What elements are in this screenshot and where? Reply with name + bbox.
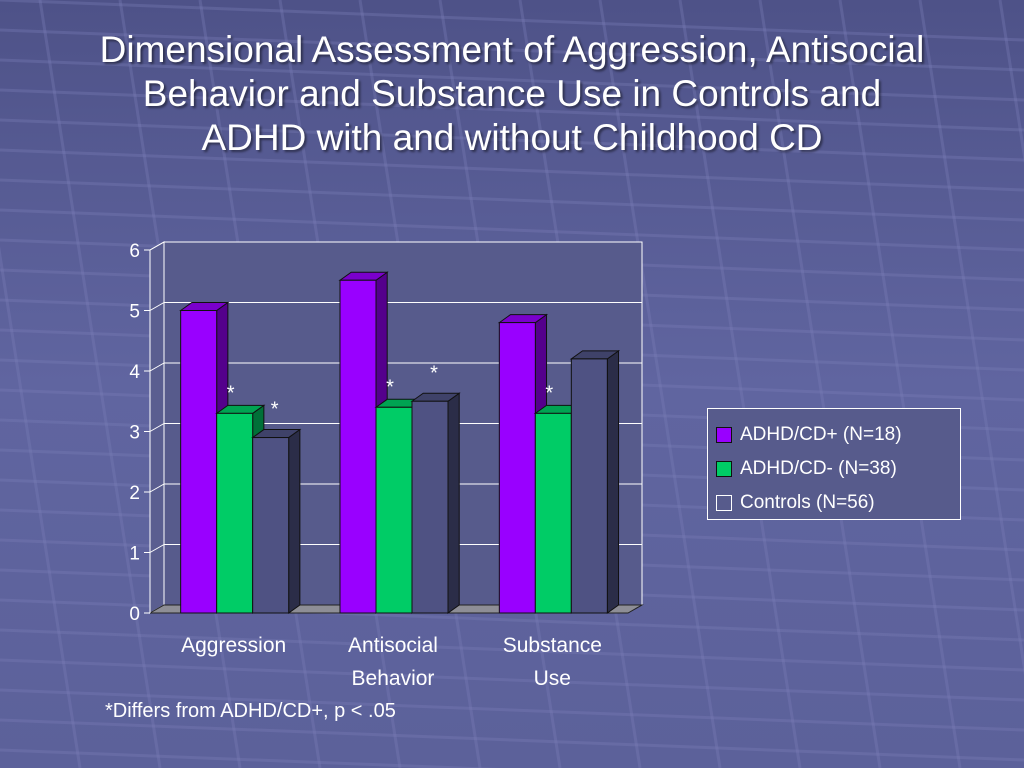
x-category-label: Behavior: [352, 667, 435, 690]
bar: [534, 412, 572, 614]
background-line: [0, 118, 1024, 162]
legend-label: Controls (N=56): [740, 492, 875, 513]
y-tick-label: 0: [129, 604, 140, 625]
background-line: [0, 208, 1024, 252]
legend-item-adhd-cd-minus: ADHD/CD- (N=38): [716, 452, 960, 486]
gridline-side: [149, 362, 165, 372]
background-line: [998, 0, 1024, 164]
y-tick-label: 6: [129, 241, 140, 262]
legend-item-controls: Controls (N=56): [716, 486, 960, 520]
gridline-side: [149, 483, 165, 493]
footnote: *Differs from ADHD/CD+, p < .05: [105, 700, 396, 722]
bar: [339, 279, 377, 614]
bar: [180, 310, 218, 614]
background-line: [0, 58, 1024, 102]
background-line: [38, 0, 162, 768]
y-tick-label: 2: [129, 483, 140, 504]
background-line: [598, 0, 722, 768]
background-line: [0, 628, 1024, 672]
significance-mark: *: [227, 382, 235, 404]
background-line: [0, 28, 1024, 72]
bar: [252, 437, 290, 614]
bar: [570, 358, 608, 614]
gridline-side: [149, 423, 165, 432]
title-line-1: Dimensional Assessment of Aggression, An…: [99, 29, 925, 70]
gridline-side: [149, 241, 165, 251]
bar: [375, 406, 413, 614]
x-category-label: Antisocial: [348, 634, 438, 657]
slide-title: Dimensional Assessment of Aggression, An…: [40, 28, 984, 160]
gridline-side: [149, 302, 165, 311]
x-category-label: Use: [534, 667, 571, 690]
y-tick-label: 4: [129, 362, 140, 383]
bar: [411, 400, 449, 614]
bar-side: [447, 392, 460, 614]
legend-swatch: [716, 461, 732, 477]
bar: [498, 322, 536, 614]
background-line: [0, 148, 1024, 192]
significance-mark: *: [430, 362, 438, 384]
background-line: [0, 88, 1024, 132]
y-tick-label: 5: [129, 302, 140, 323]
significance-mark: *: [271, 399, 279, 421]
y-tick-label: 1: [129, 544, 140, 565]
legend-swatch: [716, 495, 732, 511]
title-line-2: Behavior and Substance Use in Controls a…: [142, 73, 882, 114]
background-line: [0, 178, 1024, 222]
background-line: [918, 0, 1024, 676]
title-line-3: ADHD with and without Childhood CD: [201, 117, 823, 158]
background-line: [0, 246, 82, 768]
y-tick-label: 3: [129, 423, 140, 444]
background-line: [678, 0, 802, 768]
x-category-label: Substance: [503, 634, 602, 657]
background-line: [0, 0, 1024, 42]
gridline-side: [149, 544, 165, 553]
bar-side: [606, 349, 620, 614]
legend-swatch: [716, 427, 732, 443]
legend-label: ADHD/CD+ (N=18): [740, 424, 902, 445]
background-line: [838, 0, 962, 768]
chart-legend: ADHD/CD+ (N=18) ADHD/CD- (N=38) Controls…: [707, 408, 961, 520]
legend-item-adhd-cd-plus: ADHD/CD+ (N=18): [716, 418, 960, 452]
background-line: [758, 0, 882, 768]
background-line: [0, 718, 1024, 762]
background-line: [0, 748, 500, 768]
background-line: [0, 688, 1024, 732]
bar-side: [288, 428, 301, 614]
significance-mark: *: [545, 382, 553, 404]
background-line: [0, 658, 1024, 702]
legend-label: ADHD/CD- (N=38): [740, 458, 897, 479]
x-category-label: Aggression: [181, 634, 286, 657]
bar: [216, 412, 254, 614]
significance-mark: *: [386, 376, 394, 398]
